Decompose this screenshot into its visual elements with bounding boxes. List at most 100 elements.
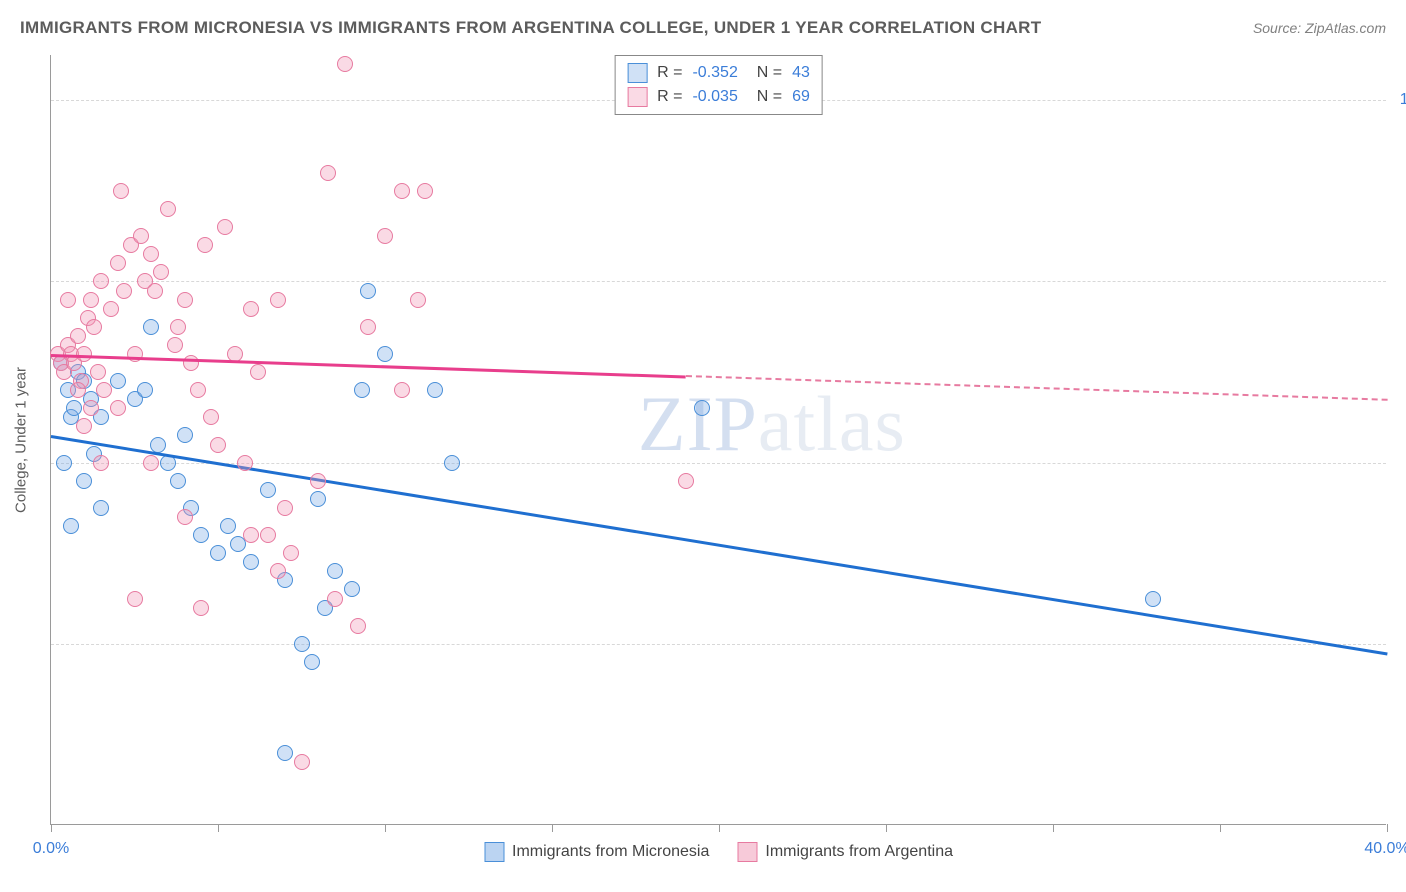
x-tick — [552, 824, 553, 832]
data-point — [444, 455, 460, 471]
y-tick-label: 40.0% — [1394, 635, 1406, 653]
legend-r-value: -0.035 — [692, 88, 737, 106]
data-point — [60, 292, 76, 308]
legend-label: Immigrants from Micronesia — [512, 843, 709, 861]
data-point — [1145, 591, 1161, 607]
legend-n-label: N = — [748, 88, 782, 106]
data-point — [197, 237, 213, 253]
trend-line — [686, 375, 1387, 401]
data-point — [70, 328, 86, 344]
data-point — [183, 355, 199, 371]
trend-line — [51, 435, 1387, 655]
data-point — [167, 337, 183, 353]
data-point — [93, 455, 109, 471]
data-point — [147, 283, 163, 299]
data-point — [243, 301, 259, 317]
data-point — [110, 255, 126, 271]
data-point — [327, 563, 343, 579]
data-point — [110, 373, 126, 389]
x-tick — [1387, 824, 1388, 832]
data-point — [394, 382, 410, 398]
data-point — [143, 246, 159, 262]
data-point — [203, 409, 219, 425]
legend-item: Immigrants from Argentina — [737, 842, 953, 862]
data-point — [294, 754, 310, 770]
source-label: Source: ZipAtlas.com — [1253, 20, 1386, 36]
data-point — [210, 545, 226, 561]
grid-line — [51, 281, 1386, 282]
data-point — [127, 591, 143, 607]
data-point — [410, 292, 426, 308]
chart-container: IMMIGRANTS FROM MICRONESIA VS IMMIGRANTS… — [0, 0, 1406, 892]
data-point — [250, 364, 266, 380]
data-point — [294, 636, 310, 652]
data-point — [86, 319, 102, 335]
data-point — [137, 382, 153, 398]
data-point — [76, 346, 92, 362]
data-point — [304, 654, 320, 670]
data-point — [310, 473, 326, 489]
data-point — [417, 183, 433, 199]
data-point — [210, 437, 226, 453]
legend-row: R = -0.035 N = 69 — [627, 85, 810, 109]
data-point — [83, 292, 99, 308]
data-point — [193, 600, 209, 616]
x-tick-label: 0.0% — [33, 840, 69, 858]
data-point — [103, 301, 119, 317]
y-tick-label: 60.0% — [1394, 454, 1406, 472]
data-point — [116, 283, 132, 299]
data-point — [310, 491, 326, 507]
data-point — [277, 745, 293, 761]
data-point — [153, 264, 169, 280]
data-point — [270, 292, 286, 308]
legend-row: R = -0.352 N = 43 — [627, 61, 810, 85]
data-point — [160, 201, 176, 217]
x-tick — [886, 824, 887, 832]
data-point — [217, 219, 233, 235]
data-point — [260, 482, 276, 498]
data-point — [337, 56, 353, 72]
data-point — [678, 473, 694, 489]
legend-label: Immigrants from Argentina — [765, 843, 953, 861]
data-point — [320, 165, 336, 181]
data-point — [220, 518, 236, 534]
data-point — [394, 183, 410, 199]
data-point — [170, 473, 186, 489]
plot-area: College, Under 1 year R = -0.352 N = 43R… — [50, 55, 1386, 825]
legend-swatch — [737, 842, 757, 862]
x-tick-label: 40.0% — [1364, 840, 1406, 858]
data-point — [354, 382, 370, 398]
legend-n-value: 43 — [792, 64, 810, 82]
x-tick — [1220, 824, 1221, 832]
series-legend: Immigrants from Micronesia Immigrants fro… — [484, 842, 953, 862]
data-point — [90, 364, 106, 380]
data-point — [93, 273, 109, 289]
legend-n-label: N = — [748, 64, 782, 82]
x-tick — [385, 824, 386, 832]
legend-swatch — [484, 842, 504, 862]
data-point — [177, 509, 193, 525]
legend-item: Immigrants from Micronesia — [484, 842, 709, 862]
x-tick — [1053, 824, 1054, 832]
data-point — [63, 518, 79, 534]
data-point — [56, 455, 72, 471]
data-point — [277, 500, 293, 516]
data-point — [377, 346, 393, 362]
data-point — [143, 455, 159, 471]
stats-legend: R = -0.352 N = 43R = -0.035 N = 69 — [614, 55, 823, 115]
data-point — [694, 400, 710, 416]
data-point — [93, 500, 109, 516]
trend-line — [51, 354, 686, 378]
data-point — [76, 418, 92, 434]
data-point — [270, 563, 286, 579]
watermark: ZIPatlas — [638, 379, 906, 469]
legend-swatch — [627, 63, 647, 83]
data-point — [260, 527, 276, 543]
data-point — [110, 400, 126, 416]
legend-r-label: R = — [657, 88, 682, 106]
data-point — [170, 319, 186, 335]
data-point — [360, 283, 376, 299]
data-point — [76, 473, 92, 489]
data-point — [377, 228, 393, 244]
chart-title: IMMIGRANTS FROM MICRONESIA VS IMMIGRANTS… — [20, 18, 1041, 38]
